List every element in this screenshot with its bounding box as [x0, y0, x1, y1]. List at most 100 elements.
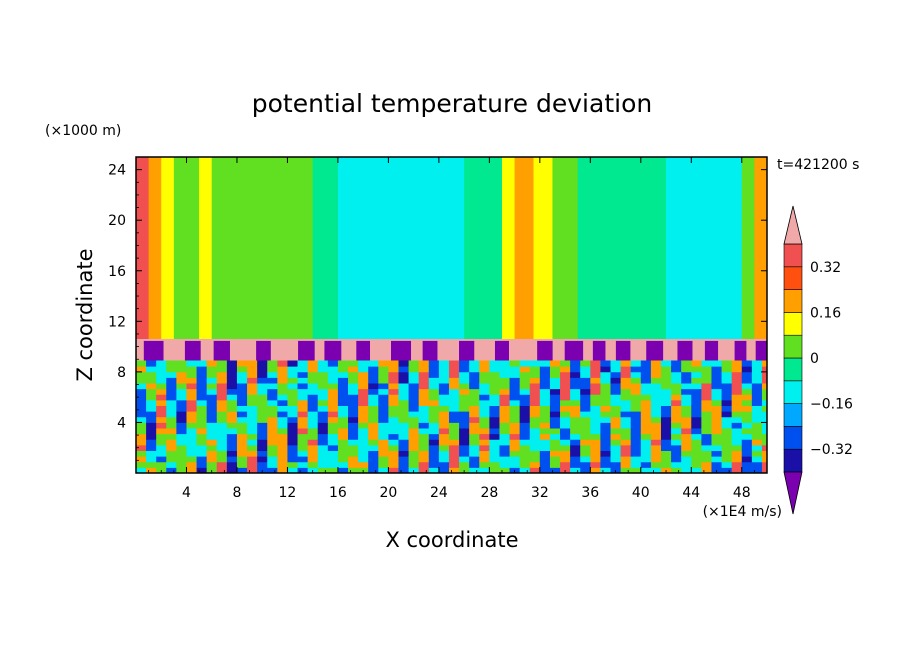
- lower-cell: [681, 456, 692, 463]
- lower-cell: [691, 388, 702, 395]
- lower-cell: [196, 433, 208, 440]
- lower-cell: [307, 394, 319, 401]
- lower-cell: [459, 411, 470, 418]
- lower-cell: [277, 377, 288, 384]
- lower-cell: [337, 439, 349, 446]
- lower-cell: [216, 439, 228, 446]
- lower-cell: [660, 456, 672, 463]
- lower-cell: [327, 371, 339, 378]
- plume: [494, 340, 509, 361]
- lower-cell: [479, 360, 490, 367]
- lower-cell: [751, 383, 763, 390]
- lower-cell: [519, 360, 531, 367]
- lower-cell: [368, 360, 379, 367]
- lower-cell: [630, 411, 642, 418]
- plume: [537, 340, 553, 361]
- lower-cell: [519, 383, 531, 390]
- lower-cell: [196, 450, 208, 457]
- lower-cell: [640, 411, 652, 418]
- lower-cell: [499, 439, 511, 446]
- lower-cell: [570, 450, 581, 457]
- lower-cell: [307, 444, 319, 452]
- lower-cell: [327, 467, 339, 473]
- lower-cell: [206, 456, 218, 463]
- lower-cell: [489, 388, 500, 395]
- lower-cell: [226, 461, 238, 468]
- lower-cell: [570, 461, 581, 468]
- lower-cell: [630, 399, 642, 407]
- lower-cell: [711, 433, 723, 440]
- x-unit-label: (×1E4 m/s): [703, 504, 782, 520]
- lower-cell: [327, 405, 339, 412]
- y-tick-label: 8: [117, 365, 126, 381]
- lower-cell: [176, 399, 187, 407]
- lower-cell: [650, 428, 662, 435]
- lower-cell: [358, 388, 369, 395]
- plume: [298, 340, 315, 361]
- lower-cell: [287, 422, 299, 429]
- lower-cell: [388, 377, 399, 384]
- lower-cell: [731, 399, 743, 407]
- lower-cell: [499, 422, 511, 429]
- lower-cell: [640, 456, 652, 463]
- lower-cell: [196, 422, 208, 429]
- lower-cell: [630, 377, 642, 384]
- lower-cell: [721, 433, 733, 440]
- lower-cell: [206, 461, 218, 468]
- lower-cell: [721, 461, 733, 468]
- lower-cell: [236, 411, 248, 418]
- plume: [213, 340, 230, 361]
- lower-cell: [307, 439, 319, 446]
- lower-cell: [196, 394, 208, 401]
- lower-cell: [348, 444, 359, 452]
- lower-cell: [216, 383, 228, 390]
- lower-cell: [640, 366, 652, 373]
- lower-cell: [297, 388, 309, 395]
- upper-column: [136, 157, 150, 340]
- lower-cell: [307, 360, 319, 367]
- lower-cell: [257, 439, 268, 446]
- lower-cell: [186, 422, 198, 429]
- lower-cell: [751, 450, 763, 457]
- lower-cell: [216, 399, 228, 407]
- lower-cell: [570, 422, 581, 429]
- lower-cell: [509, 428, 521, 435]
- lower-cell: [660, 388, 672, 395]
- lower-cell: [650, 444, 662, 452]
- lower-cell: [691, 461, 702, 468]
- lower-cell: [671, 444, 682, 452]
- lower-cell: [539, 433, 551, 440]
- lower-cell: [529, 399, 541, 407]
- upper-column: [666, 157, 743, 340]
- upper-column: [533, 157, 554, 340]
- lower-cell: [580, 405, 591, 412]
- y-tick-label: 16: [108, 264, 126, 280]
- lower-cell: [570, 416, 581, 423]
- lower-cell: [761, 366, 767, 373]
- lower-cell: [317, 467, 329, 473]
- lower-cell: [539, 428, 551, 435]
- lower-cell: [560, 422, 571, 429]
- lower-cell: [650, 371, 662, 378]
- lower-cell: [489, 433, 500, 440]
- lower-cell: [216, 366, 228, 373]
- lower-cell: [368, 416, 379, 423]
- lower-cell: [731, 456, 743, 463]
- lower-cell: [600, 388, 612, 395]
- lower-cell: [701, 428, 712, 435]
- lower-cell: [287, 456, 299, 463]
- lower-cell: [590, 450, 601, 457]
- lower-cell: [267, 405, 278, 412]
- lower-cell: [247, 416, 258, 423]
- lower-cell: [580, 422, 591, 429]
- lower-cell: [711, 399, 723, 407]
- lower-cell: [156, 383, 167, 390]
- lower-cell: [489, 416, 500, 423]
- lower-cell: [731, 422, 743, 429]
- lower-cell: [368, 405, 379, 412]
- lower-cell: [549, 428, 561, 435]
- lower-cell: [691, 439, 702, 446]
- lower-cell: [741, 422, 753, 429]
- lower-cell: [570, 383, 581, 390]
- lower-cell: [529, 467, 541, 473]
